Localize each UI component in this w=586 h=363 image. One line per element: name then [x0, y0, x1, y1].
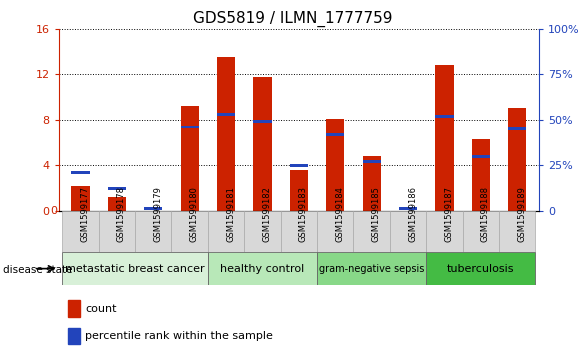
FancyBboxPatch shape: [98, 211, 135, 252]
Text: GSM1599181: GSM1599181: [226, 186, 235, 242]
Bar: [435, 65, 454, 211]
Bar: [108, 187, 126, 190]
Bar: [253, 120, 271, 123]
Text: GSM1599184: GSM1599184: [335, 186, 344, 242]
Bar: [180, 126, 199, 129]
FancyBboxPatch shape: [172, 211, 208, 252]
Bar: [71, 185, 90, 211]
Bar: [71, 171, 90, 174]
Bar: [508, 109, 526, 211]
Bar: [144, 207, 162, 210]
FancyBboxPatch shape: [499, 211, 536, 252]
Text: GSM1599188: GSM1599188: [481, 186, 490, 242]
Text: percentile rank within the sample: percentile rank within the sample: [85, 331, 273, 341]
Bar: [68, 300, 80, 317]
Bar: [180, 106, 199, 211]
Bar: [399, 207, 417, 210]
Text: tuberculosis: tuberculosis: [447, 264, 515, 274]
Text: GSM1599187: GSM1599187: [444, 186, 454, 242]
Text: GSM1599189: GSM1599189: [517, 186, 526, 242]
Bar: [508, 127, 526, 130]
FancyBboxPatch shape: [463, 211, 499, 252]
Bar: [289, 164, 308, 167]
FancyBboxPatch shape: [208, 211, 244, 252]
Bar: [363, 156, 381, 211]
FancyBboxPatch shape: [244, 211, 281, 252]
FancyBboxPatch shape: [62, 211, 98, 252]
Bar: [435, 115, 454, 118]
Text: metastatic breast cancer: metastatic breast cancer: [65, 264, 205, 274]
FancyBboxPatch shape: [317, 252, 426, 285]
Bar: [326, 133, 345, 136]
Text: GSM1599180: GSM1599180: [190, 186, 199, 242]
Text: disease state: disease state: [3, 265, 73, 276]
FancyBboxPatch shape: [208, 252, 317, 285]
Bar: [472, 155, 490, 158]
FancyBboxPatch shape: [426, 252, 536, 285]
Text: healthy control: healthy control: [220, 264, 305, 274]
Text: GSM1599186: GSM1599186: [408, 186, 417, 242]
FancyBboxPatch shape: [62, 252, 208, 285]
Text: GSM1599178: GSM1599178: [117, 186, 126, 242]
Text: GSM1599177: GSM1599177: [80, 186, 90, 242]
Bar: [68, 328, 80, 344]
Text: GDS5819 / ILMN_1777759: GDS5819 / ILMN_1777759: [193, 11, 393, 27]
FancyBboxPatch shape: [390, 211, 426, 252]
Text: GSM1599185: GSM1599185: [372, 186, 381, 242]
Bar: [326, 119, 345, 211]
FancyBboxPatch shape: [135, 211, 172, 252]
Text: gram-negative sepsis: gram-negative sepsis: [319, 264, 424, 274]
Text: GSM1599183: GSM1599183: [299, 186, 308, 242]
Text: count: count: [85, 304, 117, 314]
Bar: [363, 160, 381, 163]
Bar: [253, 77, 271, 211]
Bar: [217, 57, 235, 211]
Text: GSM1599182: GSM1599182: [263, 186, 271, 242]
Bar: [289, 170, 308, 211]
Bar: [108, 197, 126, 211]
Text: 0: 0: [50, 205, 57, 216]
FancyBboxPatch shape: [426, 211, 463, 252]
Bar: [472, 139, 490, 211]
FancyBboxPatch shape: [353, 211, 390, 252]
FancyBboxPatch shape: [281, 211, 317, 252]
FancyBboxPatch shape: [317, 211, 353, 252]
Text: GSM1599179: GSM1599179: [154, 186, 162, 242]
Bar: [217, 113, 235, 116]
